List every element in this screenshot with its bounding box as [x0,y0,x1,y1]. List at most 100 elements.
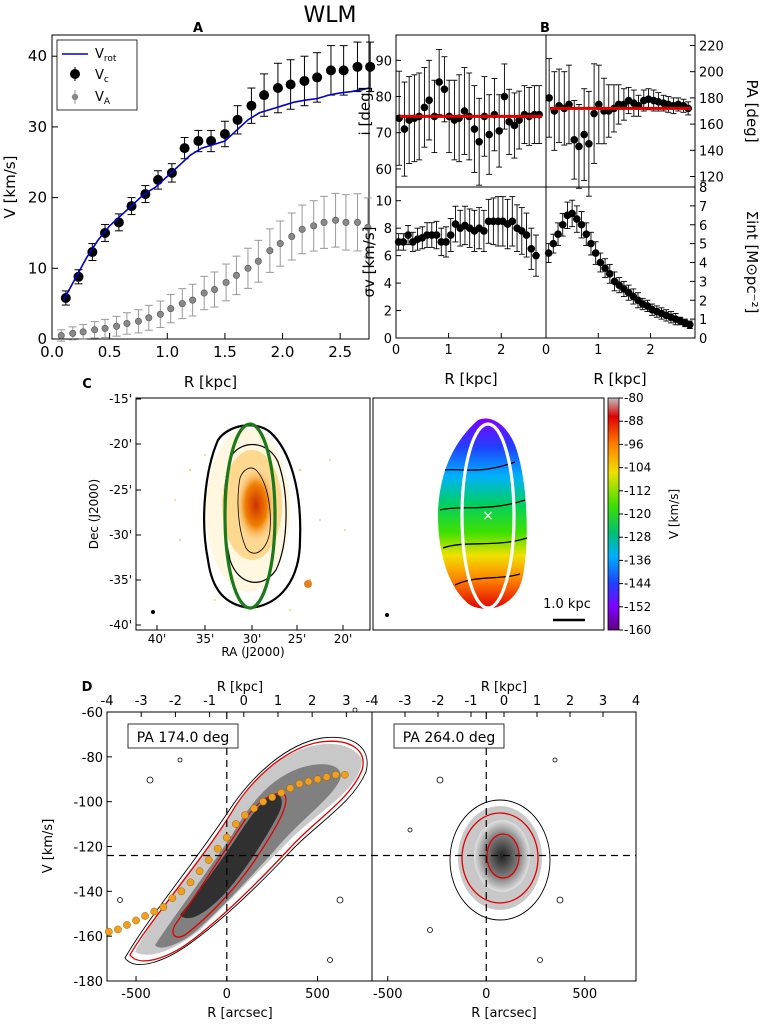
b-dispersion-ytick-label: 4 [384,277,392,292]
b-dispersion-point [399,238,408,246]
d-minor-top-tick-label: -1 [465,694,478,709]
pv-minor-noise-contours [407,757,564,963]
b-inclination-point [440,85,449,94]
b-inclination-point [485,130,493,139]
pv-minor-emission-core [474,820,530,892]
b-surface-point [568,209,576,218]
scalebar-label: 1.0 kpc [543,597,591,612]
vc-point [60,292,71,303]
b-inclination-ytick-label: 60 [375,163,392,178]
b-surface-ytick-label: 4 [699,257,707,272]
b-inclination-point [500,92,509,101]
d-minor-top-tick-label: 0 [500,694,508,709]
vc-point [179,143,190,154]
d-major-xlabel: R [arcsec] [207,1006,272,1021]
va-point [134,317,142,325]
kinematic-ellipse [460,422,516,610]
vrot-line [62,87,370,301]
c-xtick-label: 40' [148,632,167,646]
colorbar-tick-label: -96 [624,437,644,451]
va-point [254,257,262,265]
pv-major-data-contour [124,736,368,965]
colorbar-tick-label: -80 [624,391,644,405]
va-point [57,331,65,339]
va-point [189,296,197,304]
va-point [167,305,175,313]
panel-a-xtick-label: 2.5 [328,343,352,361]
b-pa: 120 140 160 180 200 220 [545,39,724,197]
pv-major-emission-core [180,794,282,919]
panel-a-xtick-label: 0.5 [98,343,122,361]
c-ytick-label: -15' [109,392,132,406]
vc-point [87,247,98,258]
b-inclination-point [425,96,433,104]
d-ytick-label: -120 [73,841,103,856]
b-pa-point [595,100,603,109]
b-pa-point [570,136,579,144]
pv-rotation-point [177,887,186,896]
pv-rotation-point [186,878,195,887]
d-major-top-tick-label: 3 [342,694,350,709]
pv-rotation-point [340,770,349,779]
colorbar-label: V [km/s] [667,489,681,539]
colorbar-tick-label: -88 [624,414,644,428]
d-ytick-label: -60 [82,706,103,721]
d-minor-top-tick-label: -4 [366,694,379,709]
panel-letter-a: A [193,21,203,36]
b-inclination-point [510,121,519,130]
va-point [211,286,219,294]
colorbar-tick-label: -160 [624,623,651,637]
b-pa-point [614,100,623,109]
vc-point [312,72,323,83]
panel-a-xtick-label: 1.5 [213,343,237,361]
d-minor-top-tick-label: 2 [566,694,574,709]
kinematic-center: × [482,508,494,524]
b-inclination-point [475,137,483,146]
colorbar-tick-label: -144 [624,577,651,591]
colorbar-tick-label: -136 [624,553,651,567]
legend-vc-swatch [70,69,80,79]
pv-rotation-point [232,820,240,828]
b-pa-ytick-label: 180 [699,92,724,107]
b-pa-point [590,109,598,118]
pv-rotation-point [150,907,159,916]
b-surface-point [587,239,595,248]
panel-letter-d: D [82,680,93,695]
vc-point [259,90,270,101]
b-inclination-ytick-label: 90 [375,54,392,69]
d-major-top-tick-label: 0 [240,694,248,709]
va-point [266,247,274,255]
va-point [232,271,240,279]
b-surface-point [573,215,581,223]
d-minor-xlabel: R [arcsec] [471,1006,536,1021]
pv-minor-image [372,712,636,981]
b-pa-ylabel: PA [deg] [743,79,760,142]
pv-noise-contours [117,707,358,963]
b-surface-point [601,264,609,272]
pv-rotation-point [141,912,149,920]
pv-major-model-contour [129,740,364,962]
b-dispersion-point [527,244,536,253]
d-major-top-tick-label: -3 [135,694,148,709]
d-ytick-label: -100 [73,796,103,811]
d-major-xtick-label: 0 [223,987,231,1002]
panel-c-intensity-map [135,397,371,631]
b-dispersion: 0 2 4 6 8 10 [375,195,540,347]
b-inclination-point [460,107,469,115]
panel-b-profiles: 6070809012014016018020022002468100123456… [356,34,760,388]
d-minor-xtick-label: 500 [572,987,597,1002]
va-point [342,218,350,226]
b-surface-point [582,230,591,238]
pv-major-label-box [127,723,239,749]
figure-title: WLM [304,3,357,28]
d-major-top-tick-label: 2 [308,694,316,709]
b-dispersion-point [532,251,540,260]
b-surface-ytick-label: 0 [699,332,707,347]
b-surface-point [577,220,586,229]
pv-rotation-point [295,779,304,788]
pv-rotation-point [168,894,177,902]
pv-rotation-point [195,867,204,876]
pv-minor-model-contour [461,812,539,904]
